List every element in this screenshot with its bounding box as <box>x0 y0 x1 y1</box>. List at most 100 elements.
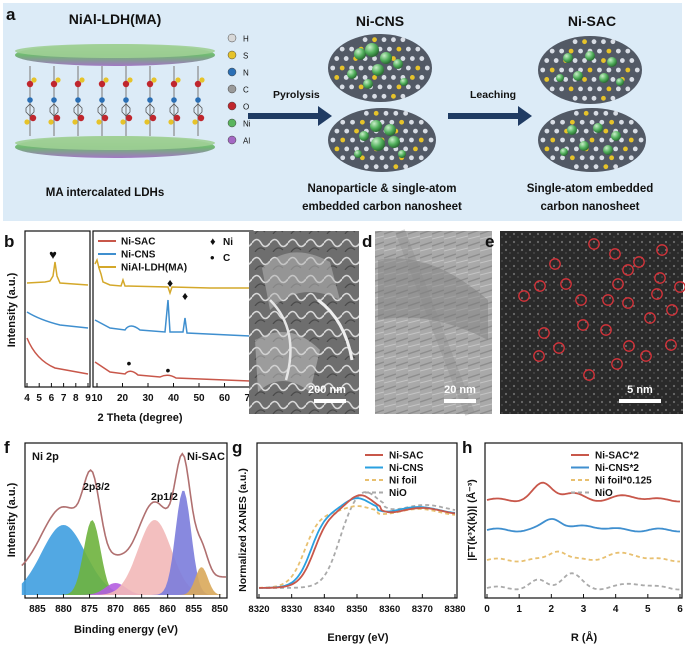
xps-tick-label: 875 <box>81 604 98 615</box>
oxygen-atom <box>26 80 34 88</box>
single-atom-marker <box>665 339 677 351</box>
xps-tick-label: 880 <box>55 604 72 615</box>
ni-atom <box>603 145 613 155</box>
single-atom-marker <box>538 327 550 339</box>
single-atom-marker <box>553 342 565 354</box>
marker-heart: ♥ <box>49 247 57 262</box>
ni-atom <box>380 52 392 64</box>
exafs-legend-label: Ni-SAC*2 <box>595 451 639 462</box>
exafs-tick-label: 1 <box>516 604 522 615</box>
lattice-atom <box>634 67 640 73</box>
ni-atom <box>599 73 609 83</box>
xrd-legend-label: NiAl-LDH(MA) <box>121 263 187 274</box>
atom-legend-label: Al <box>243 137 250 146</box>
exafs-series-ni-cns <box>486 518 680 533</box>
xanes-tick-label: 8360 <box>379 604 400 615</box>
lattice-atom <box>391 56 396 61</box>
exafs-tick-label: 0 <box>484 604 490 615</box>
single-atom-marker <box>611 358 623 370</box>
xanes-legend-label: Ni-SAC <box>389 451 423 462</box>
panel-d-label: d <box>362 232 372 251</box>
lattice-atom <box>587 86 593 92</box>
lattice-atom <box>544 58 550 63</box>
sulfur-atom <box>199 77 205 83</box>
ni-atom <box>573 71 583 81</box>
lattice-atom <box>597 67 602 73</box>
ni-atom <box>371 137 385 151</box>
xps-tick-label: 860 <box>159 604 176 615</box>
lattice-atom <box>613 164 619 170</box>
panel-f-xlabel: Binding energy (eV) <box>74 624 178 636</box>
xrd-right-series-ldh <box>94 257 250 296</box>
single-atom-marker <box>622 297 634 309</box>
xrd-left-tick-label: 6 <box>49 393 55 404</box>
cns-sheet-bottom <box>328 108 436 172</box>
sulfur-atom <box>103 77 109 83</box>
ni-atom <box>593 123 603 133</box>
exafs-tick-label: 3 <box>581 604 587 615</box>
xanes-frame <box>256 442 458 599</box>
lattice-atom <box>377 84 383 90</box>
oxygen-atom <box>29 114 37 122</box>
ni-atom <box>585 51 595 61</box>
lattice-atom <box>334 146 340 152</box>
lattice-atom <box>615 67 621 73</box>
panel-b-xlabel: 2 Theta (degree) <box>98 412 183 424</box>
ni-atom <box>567 125 577 135</box>
lattice-atom <box>583 164 589 170</box>
lattice-atom <box>589 119 595 125</box>
ni-cns-illustration <box>328 34 436 172</box>
oxygen-atom <box>77 114 85 122</box>
lattice-atom <box>396 46 402 52</box>
ring <box>121 103 131 117</box>
sulfur-atom <box>127 77 133 83</box>
xps-satellite-1 <box>21 525 228 595</box>
lattice-atom <box>368 65 373 71</box>
xps-envelope <box>21 452 227 578</box>
lattice-atom <box>599 119 605 125</box>
lattice-atom <box>550 155 556 161</box>
lattice-atom <box>593 110 599 116</box>
lattice-atom <box>372 93 377 99</box>
xrd-left-series-sac <box>26 337 89 375</box>
lattice-atom <box>363 164 369 170</box>
lattice-atom <box>623 146 628 152</box>
panel-h-ylabel: |FT(k³X(k))| (Å⁻³) <box>465 479 478 560</box>
stage-title-sac: Ni-SAC <box>568 13 616 29</box>
lattice-atom <box>583 110 589 116</box>
atom-legend-label: S <box>243 52 248 61</box>
oxygen-atom <box>53 114 61 122</box>
lattice-atom <box>560 137 565 143</box>
oxygen-atom <box>149 114 157 122</box>
atom-legend-swatch <box>227 84 237 94</box>
single-atom-marker <box>640 350 652 362</box>
lattice-atom <box>569 119 575 125</box>
lattice-atom <box>572 58 578 63</box>
oxygen-atom <box>197 114 205 122</box>
lattice-atom <box>359 119 365 125</box>
lattice-atom <box>383 164 389 170</box>
xrd-legend-label: Ni-SAC <box>121 237 155 248</box>
lattice-atom <box>363 110 369 116</box>
ni-atom <box>347 69 357 79</box>
panel-h-label: h <box>462 438 472 457</box>
single-atom-marker <box>622 264 634 276</box>
lattice-atom <box>387 65 392 71</box>
lattice-atom <box>340 155 346 161</box>
lattice-atom <box>579 119 585 125</box>
lattice-atom <box>381 93 387 99</box>
sulfur-atom <box>55 77 61 83</box>
ring <box>25 103 35 117</box>
xanes-series-ni-foil <box>259 505 456 589</box>
lattice-atom <box>625 86 631 92</box>
nitrogen-atom <box>99 97 105 103</box>
single-atom-marker <box>549 258 561 270</box>
lattice-atom <box>424 65 430 71</box>
sulfur-atom <box>79 77 85 83</box>
ft-exafs-frame <box>484 442 683 599</box>
lattice-atom <box>387 46 392 52</box>
xrd-left-frame <box>24 230 91 388</box>
lattice-atom <box>560 119 565 125</box>
atom-legend-swatch <box>227 101 237 111</box>
sac-sheet-bottom <box>538 108 646 172</box>
